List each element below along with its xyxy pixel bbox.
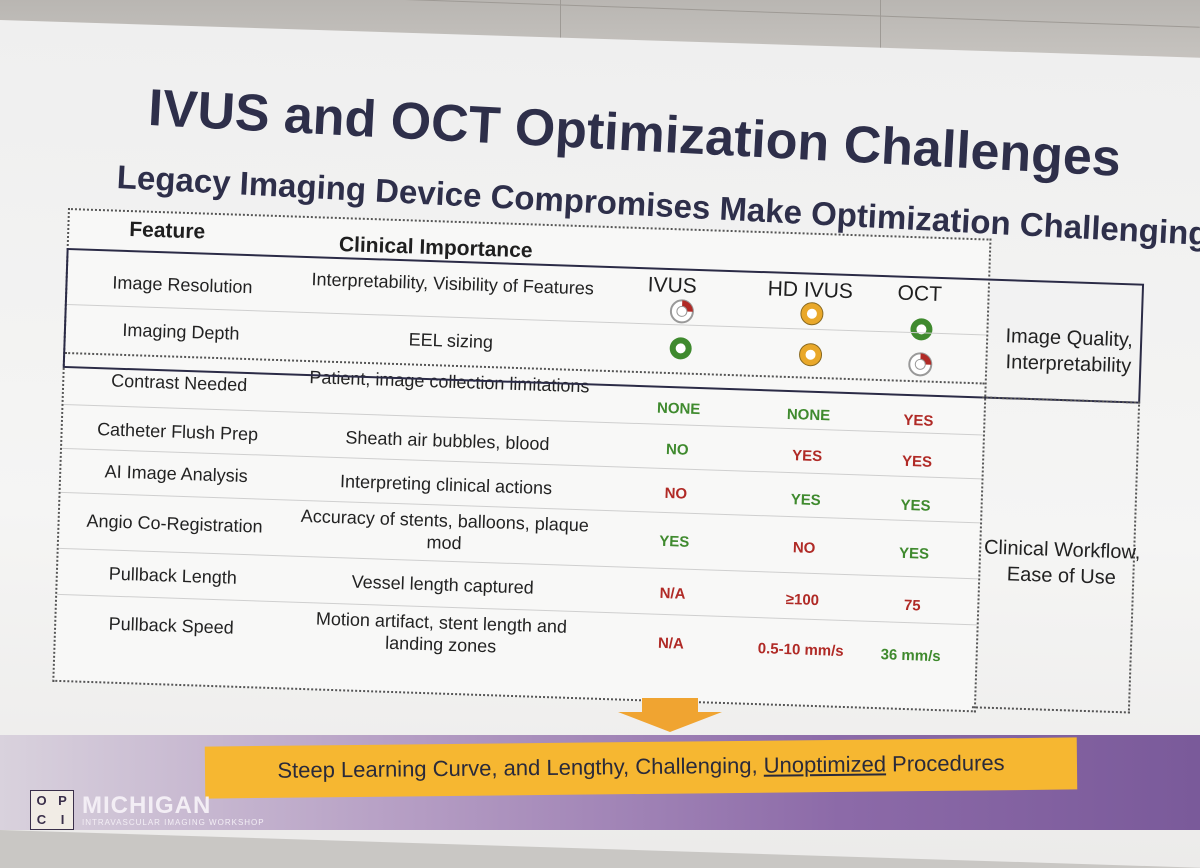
ceiling-tile-line xyxy=(240,0,1200,28)
oct-value: YES xyxy=(901,452,933,471)
ceiling-tile-line xyxy=(560,0,561,60)
logo-letter: P xyxy=(58,793,67,808)
ivus-value: N/A xyxy=(657,634,685,653)
banner-text-underlined: Unoptimized xyxy=(763,751,887,778)
group-label-clinical-workflow: Clinical Workflow, Ease of Use xyxy=(983,536,1141,589)
rating-indicator-cell xyxy=(866,315,977,352)
opci-logo-mark: O P C I xyxy=(30,790,74,830)
oct-value: 36 mm/s xyxy=(880,646,941,666)
oct-value: 75 xyxy=(903,596,921,615)
rating-indicator-cell xyxy=(745,340,876,377)
hd-ivus-value: NONE xyxy=(786,405,831,425)
row-feature: AI Image Analysis xyxy=(104,461,249,487)
row-clinical: Sheath air bubbles, blood xyxy=(345,427,550,455)
row-clinical: Accuracy of stents, balloons, plaque mod xyxy=(300,505,590,554)
group-label-image-quality: Image Quality, Interpretability xyxy=(1005,325,1134,378)
hd-ivus-value: NO xyxy=(792,539,816,557)
row-clinical: Interpreting clinical actions xyxy=(339,471,553,499)
hd-ivus-value: YES xyxy=(791,447,823,466)
rating-indicator-cell xyxy=(746,299,877,336)
logo-letter: O xyxy=(36,793,47,808)
ivus-value: N/A xyxy=(659,584,686,603)
hd-ivus-value: 0.5-10 mm/s xyxy=(757,640,844,660)
hd-ivus-value: ≥100 xyxy=(785,591,820,610)
banner-text: Steep Learning Curve, and Lengthy, Chall… xyxy=(205,749,1077,784)
comparison-section: Feature Clinical Importance IVUS HD IVUS… xyxy=(51,208,1187,745)
table-row: Image Resolution Interpretability, Visib… xyxy=(67,254,988,341)
rating-indicator-cell xyxy=(625,334,736,371)
row-feature: Pullback Speed xyxy=(108,613,235,638)
table-row: Imaging Depth EEL sizing xyxy=(65,304,987,382)
row-feature: Pullback Length xyxy=(108,563,238,588)
oct-value: YES xyxy=(900,496,931,515)
row-feature: Catheter Flush Prep xyxy=(96,419,259,445)
rating-orange-icon xyxy=(799,343,823,367)
michigan-logo: O P C I MICHIGAN INTRAVASCULAR IMAGING W… xyxy=(30,790,290,830)
down-arrow-icon xyxy=(618,698,722,732)
hd-ivus-value: YES xyxy=(790,491,821,510)
ivus-value: NO xyxy=(665,440,689,459)
ivus-value: YES xyxy=(658,532,690,551)
rating-green-icon xyxy=(910,318,933,341)
rating-orange-icon xyxy=(800,302,824,326)
ceiling-tile-line xyxy=(880,0,881,90)
row-clinical: Motion artifact, stent length and landin… xyxy=(315,608,568,657)
logo-name: MICHIGAN xyxy=(82,792,212,819)
banner-text-part2: Procedures xyxy=(885,750,1005,777)
rating-green-icon xyxy=(669,337,692,360)
rating-red-icon xyxy=(669,299,694,324)
conclusion-banner: Steep Learning Curve, and Lengthy, Chall… xyxy=(204,737,1078,799)
rating-indicator-cell xyxy=(626,297,737,334)
row-clinical: Vessel length captured xyxy=(351,571,535,598)
comparison-table: Feature Clinical Importance IVUS HD IVUS… xyxy=(52,208,992,713)
rating-indicator-cell xyxy=(865,350,976,387)
ivus-value: NONE xyxy=(656,399,701,419)
oct-value: YES xyxy=(898,544,930,563)
logo-letter: C xyxy=(36,812,47,827)
rating-red-icon xyxy=(908,352,933,377)
ivus-value: NO xyxy=(664,484,688,503)
logo-tagline: INTRAVASCULAR IMAGING WORKSHOP xyxy=(82,818,265,827)
row-feature: Angio Co-Registration xyxy=(86,510,263,537)
banner-text-part1: Steep Learning Curve, and Lengthy, Chall… xyxy=(277,752,764,783)
header-feature: Feature xyxy=(128,218,206,244)
logo-letter: I xyxy=(60,812,65,827)
